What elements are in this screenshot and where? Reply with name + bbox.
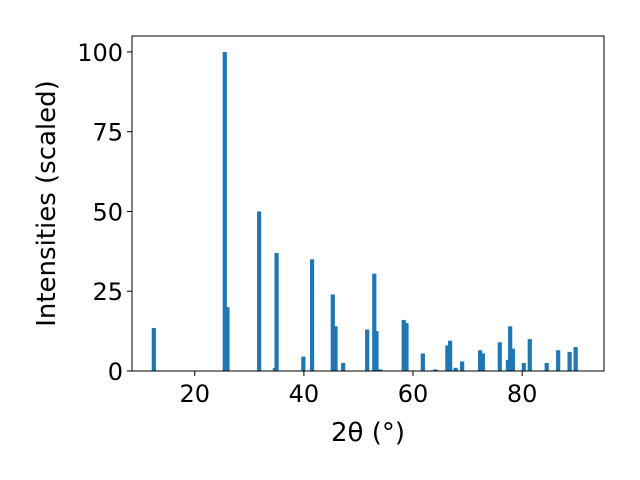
- bar: [151, 327, 156, 371]
- bar: [330, 294, 335, 371]
- bar: [480, 353, 485, 371]
- y-tick-label: 50: [92, 198, 123, 226]
- bars: [151, 51, 578, 371]
- plot-area: [132, 36, 604, 371]
- bar: [274, 252, 279, 371]
- x-axis-label: 2θ (°): [331, 418, 405, 448]
- y-tick-label: 25: [92, 278, 123, 306]
- x-tick-label: 20: [179, 380, 210, 408]
- bar: [508, 326, 513, 371]
- bar: [544, 363, 549, 371]
- bar: [527, 339, 532, 371]
- bar: [341, 363, 346, 371]
- bar: [497, 342, 502, 371]
- bar: [309, 259, 315, 371]
- bar: [521, 363, 526, 371]
- x-tick-label: 80: [507, 380, 538, 408]
- y-tick-label: 75: [92, 119, 123, 147]
- y-tick-label: 100: [77, 39, 123, 67]
- bar: [365, 329, 370, 371]
- bar: [374, 331, 379, 371]
- bar: [478, 350, 483, 371]
- bar: [372, 273, 377, 371]
- bar: [567, 351, 572, 371]
- bar: [257, 211, 262, 371]
- bar: [556, 350, 561, 371]
- x-axis: 20 40 60 80: [179, 371, 537, 408]
- bar: [445, 345, 450, 371]
- bar: [301, 356, 306, 371]
- bar: [460, 361, 465, 371]
- bar: [222, 51, 227, 371]
- y-axis: 0 25 50 75 100: [77, 39, 132, 386]
- bar: [573, 347, 578, 371]
- y-axis-label: Intensities (scaled): [32, 80, 62, 327]
- bar: [448, 340, 453, 371]
- bar: [404, 323, 409, 371]
- x-tick-label: 60: [398, 380, 429, 408]
- bar: [333, 326, 338, 371]
- bar: [510, 348, 515, 371]
- bar: [453, 367, 458, 371]
- y-tick-label: 0: [108, 358, 123, 386]
- bar: [378, 369, 383, 371]
- plot-frame: [131, 35, 605, 372]
- bar: [505, 359, 511, 371]
- bar: [433, 369, 438, 371]
- bar: [401, 319, 406, 371]
- bar: [420, 353, 425, 371]
- x-tick-label: 40: [289, 380, 320, 408]
- bar: [225, 307, 230, 371]
